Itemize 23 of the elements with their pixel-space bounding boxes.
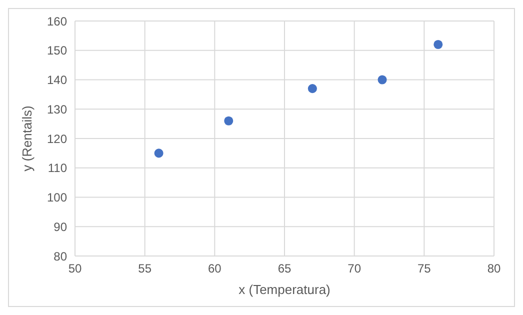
- y-tick-label: 130: [46, 102, 68, 116]
- y-tick-label: 100: [46, 190, 68, 205]
- x-tick-label: 60: [208, 262, 222, 276]
- y-tick-label: 150: [46, 44, 68, 58]
- y-tick-label: 90: [54, 220, 68, 234]
- y-tick-label: 80: [54, 249, 68, 264]
- x-tick-label: 55: [138, 262, 152, 276]
- x-tick-label: 65: [278, 262, 292, 276]
- point: [378, 75, 387, 84]
- y-tick-label: 160: [46, 14, 68, 28]
- point: [154, 148, 164, 158]
- point: [308, 84, 317, 94]
- x-tick-label: 80: [487, 262, 501, 276]
- x-axis-title: x (Temperatura): [238, 282, 330, 297]
- x-tick-label: 75: [417, 262, 432, 276]
- y-axis-title: y (Rentails): [20, 106, 35, 172]
- y-tick-label: 110: [48, 161, 68, 176]
- y-tick-label: 140: [46, 73, 68, 88]
- point: [224, 116, 234, 126]
- x-tick-label: 70: [348, 262, 362, 276]
- y-tick-label: 120: [46, 132, 68, 146]
- x-tick-label: 50: [68, 262, 82, 276]
- point: [434, 40, 443, 50]
